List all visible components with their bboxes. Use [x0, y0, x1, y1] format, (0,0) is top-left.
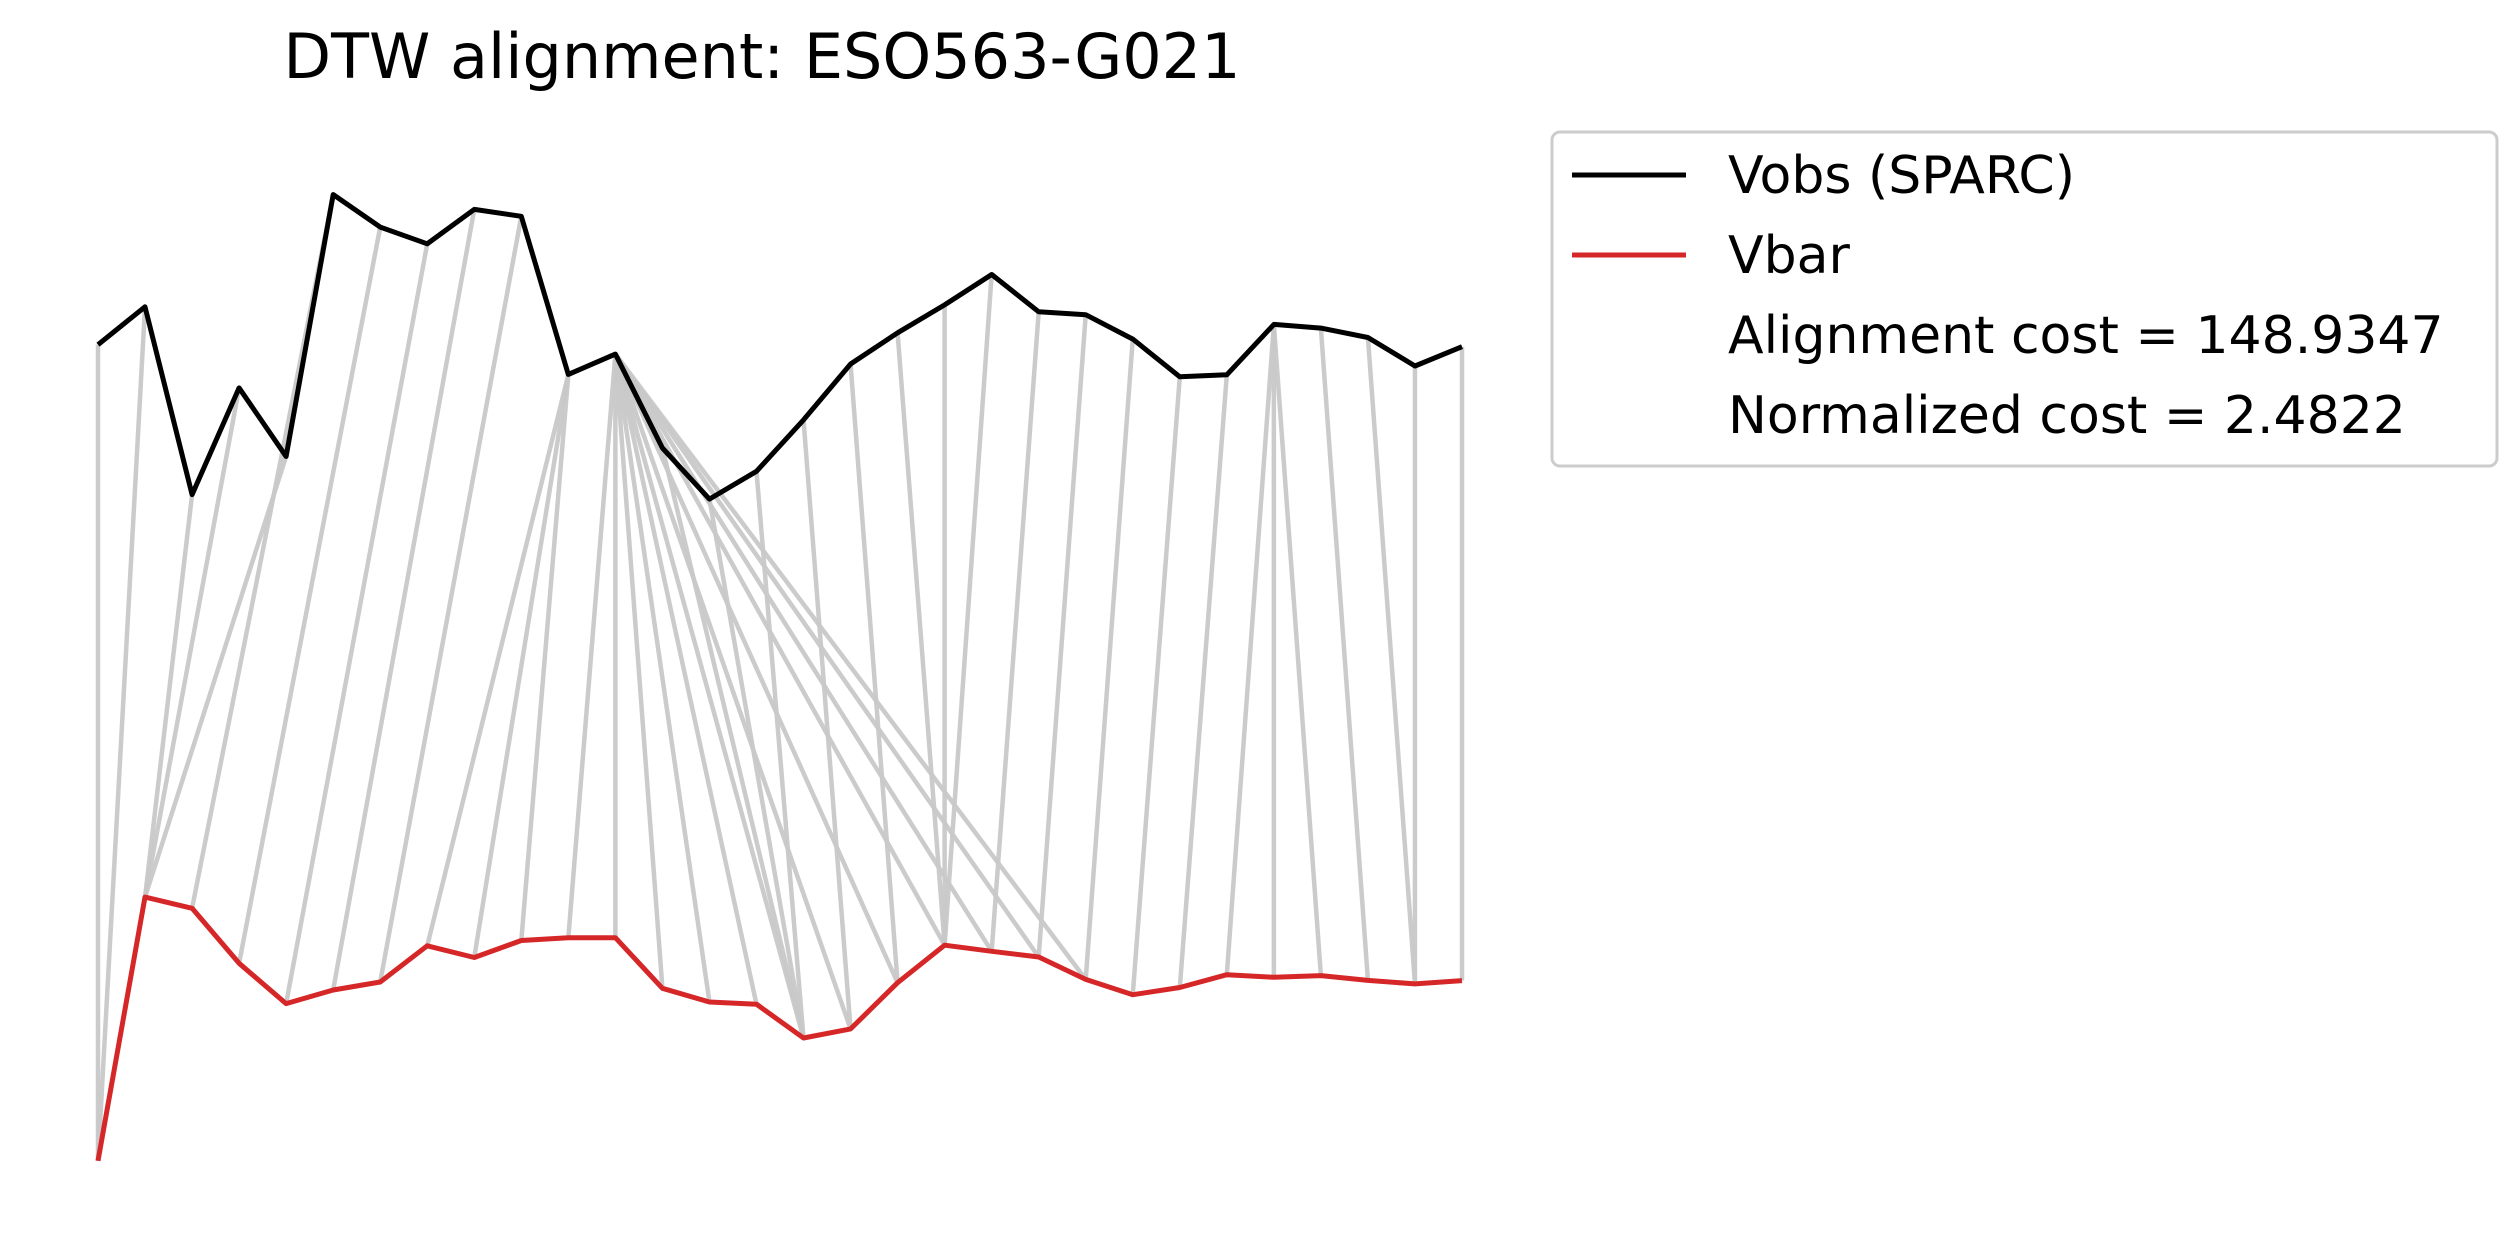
alignment-connector-37: [1177, 374, 1230, 988]
alignment-connector-34: [1036, 314, 1088, 958]
alignment-connector-24: [613, 352, 1088, 981]
alignment-connector-7: [283, 243, 430, 1004]
alignment-connector-41: [1318, 327, 1371, 981]
alignment-connector-36: [1130, 376, 1183, 995]
alignment-connector-8: [330, 208, 477, 991]
chart-title: DTW alignment: ESO563-G021: [283, 20, 1240, 93]
legend-normalized-cost: Normalized cost = 2.4822: [1728, 386, 2406, 446]
alignment-connector-18: [613, 353, 806, 1039]
alignment-connector-42: [1365, 337, 1418, 985]
alignment-connector-20: [613, 353, 900, 984]
alignment-connector-26: [707, 498, 806, 1039]
alignment-connector-17: [613, 353, 759, 1005]
alignment-connector-12: [519, 374, 571, 941]
legend: Vobs (SPARC) Vbar Alignment cost = 148.9…: [1550, 130, 2499, 468]
alignment-connector-1: [95, 306, 148, 1161]
alignment-connector-25: [660, 447, 806, 1039]
alignment-connector-9: [377, 215, 524, 983]
alignment-connector-4: [142, 455, 289, 898]
alignment-connector-33: [989, 311, 1041, 952]
alignment-connector-28: [801, 419, 853, 1030]
legend-alignment-cost: Alignment cost = 148.9347: [1728, 306, 2444, 366]
alignment-connector-22: [613, 352, 994, 953]
alignment-connector-10: [425, 373, 571, 947]
alignment-connector-11: [472, 374, 571, 958]
series-line-vobs: [96, 192, 1463, 502]
alignment-connector-38: [1224, 324, 1277, 975]
alignment-connector-3: [142, 387, 242, 898]
alignment-connector-6: [236, 226, 383, 964]
alignment-connector-13: [566, 353, 618, 938]
legend-label-vbar: Vbar: [1728, 226, 1850, 286]
alignment-connector-27: [754, 471, 806, 1039]
legend-label-vobs: Vobs (SPARC): [1728, 146, 2075, 206]
alignment-connector-21: [613, 352, 947, 947]
alignment-connector-32: [942, 274, 994, 946]
alignment-connector-2: [142, 494, 195, 898]
series-line-vbar: [95, 894, 1463, 1162]
legend-frame: [1550, 130, 2499, 468]
alignment-connector-15: [613, 353, 665, 989]
alignment-connector-23: [613, 352, 1041, 959]
alignment-connector-19: [613, 353, 853, 1030]
alignment-connector-35: [1083, 338, 1136, 980]
alignment-connector-16: [613, 353, 712, 1003]
series-lines: [95, 192, 1463, 1162]
alignment-connector-30: [895, 332, 947, 946]
alignment-connector-29: [848, 363, 900, 983]
alignment-connector-40: [1271, 324, 1324, 976]
